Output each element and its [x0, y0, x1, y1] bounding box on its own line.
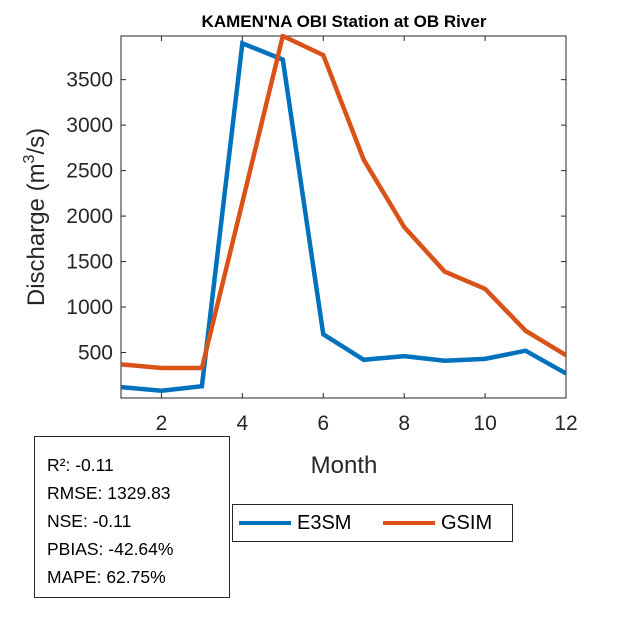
legend: E3SM GSIM: [232, 504, 513, 542]
y-tick-label: 3500: [66, 69, 113, 92]
stat-nse: NSE: -0.11: [47, 511, 132, 531]
chart-title: KAMEN'NA OBI Station at OB River: [202, 12, 487, 31]
y-tick-label: 2500: [66, 160, 113, 183]
x-tick-label: 12: [554, 412, 577, 435]
legend-label-e3sm: E3SM: [297, 511, 352, 534]
x-tick-label: 6: [317, 412, 329, 435]
y-tick-label: 3000: [66, 114, 113, 137]
x-tick-label: 2: [156, 412, 168, 435]
series-line-e3sm: [121, 40, 566, 393]
x-axis-label: Month: [311, 452, 378, 479]
legend-swatch-gsim: [383, 521, 435, 525]
y-tick-label: 1000: [66, 296, 113, 319]
plot-area: 2 4 6 8 10 12 500 1000 1500 2000 2500 3000 3500: [66, 34, 578, 435]
stat-mape: MAPE: 62.75%: [47, 567, 166, 587]
axes-box: [120, 35, 567, 399]
stats-box: R²: -0.11 RMSE: 1329.83 NSE: -0.11 PBIAS…: [34, 436, 230, 598]
legend-item-gsim: GSIM: [383, 505, 492, 541]
y-tick-label: 1500: [66, 251, 113, 274]
y-tick-label: 500: [78, 342, 113, 365]
series-line-gsim: [121, 34, 566, 371]
stat-r2: R²: -0.11: [47, 455, 114, 475]
x-tick-label: 4: [237, 412, 249, 435]
y-tick-label: 2000: [66, 205, 113, 228]
legend-label-gsim: GSIM: [441, 511, 493, 534]
y-axis-label-superscript: 3: [21, 154, 38, 163]
legend-item-e3sm: E3SM: [239, 505, 351, 541]
y-axis-label: Discharge (m3/s): [21, 128, 50, 306]
x-tick-label: 8: [398, 412, 410, 435]
legend-swatch-e3sm: [239, 521, 291, 525]
y-axis-label-main: Discharge (m: [23, 163, 50, 306]
y-axis-label-tail: /s): [23, 128, 50, 155]
stat-pbias: PBIAS: -42.64%: [47, 539, 174, 559]
x-tick-label: 10: [473, 412, 496, 435]
stat-rmse: RMSE: 1329.83: [47, 483, 171, 503]
